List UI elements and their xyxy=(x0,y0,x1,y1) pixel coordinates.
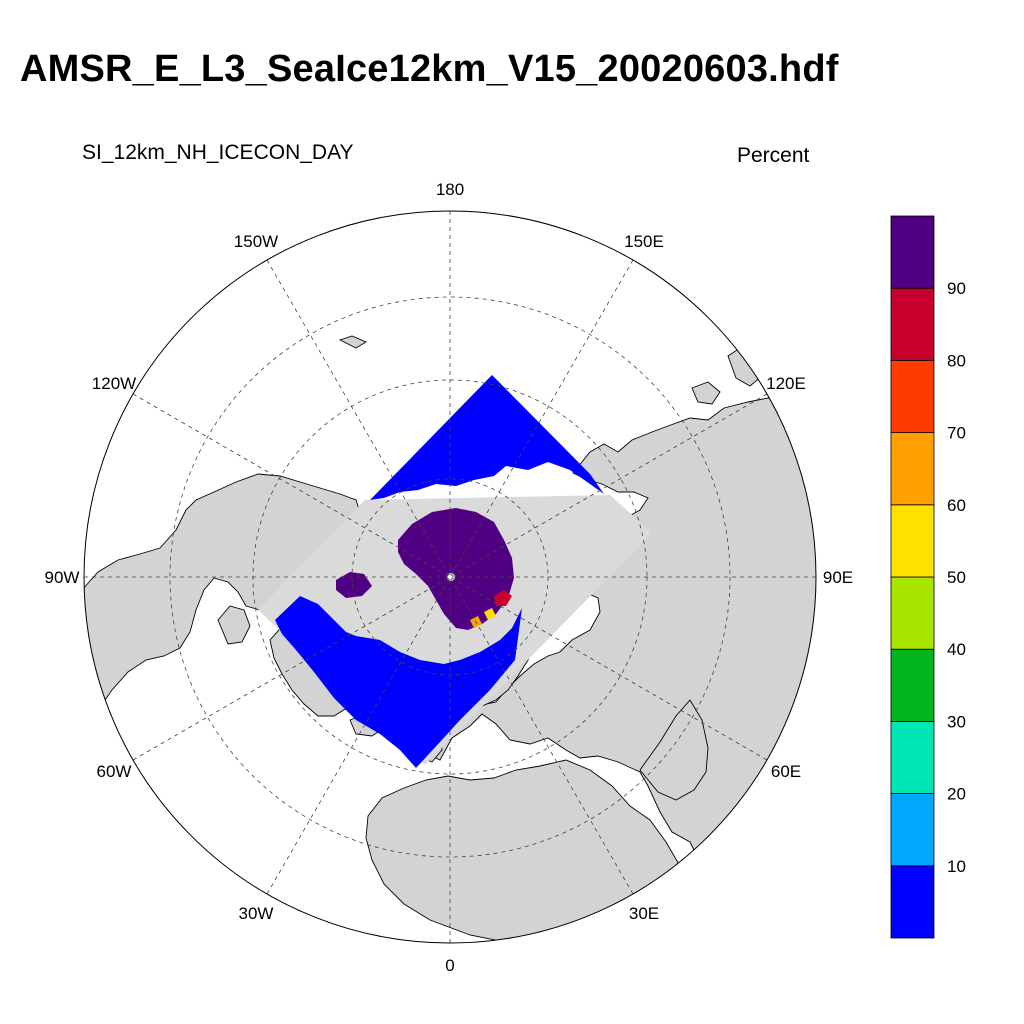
meridian-120 xyxy=(132,393,768,761)
land-wrangel-island xyxy=(338,335,367,349)
longitude-labels: 180 150W 150E 120W 120E 90W 90E 60W 60E 30W 30E 0 xyxy=(45,180,854,975)
longitude-label-30e: 30E xyxy=(629,904,659,923)
colorbar-label-50: 50 xyxy=(947,568,966,587)
sea-ice-margin-yellow xyxy=(484,608,496,620)
land-arabia xyxy=(639,699,709,801)
longitude-label-60w: 60W xyxy=(97,762,132,781)
colorbar-box-4 xyxy=(890,576,935,650)
plot-title: AMSR_E_L3_SeaIce12km_V15_20020603.hdf xyxy=(20,48,839,90)
longitude-label-150w: 150W xyxy=(234,232,278,251)
longitude-label-0: 0 xyxy=(445,956,454,975)
colorbar-box-9 xyxy=(890,215,935,289)
colorbar-label-30: 30 xyxy=(947,712,966,731)
meridian-150 xyxy=(266,259,634,895)
open-water-upper xyxy=(370,375,604,500)
colorbar-label-10: 10 xyxy=(947,857,966,876)
longitude-label-120w: 120W xyxy=(92,374,136,393)
colorbar-label-40: 40 xyxy=(947,640,966,659)
longitude-label-90w: 90W xyxy=(45,568,80,587)
open-water-lower xyxy=(275,596,522,768)
colorbar-box-2 xyxy=(890,721,935,795)
map-disc xyxy=(84,211,816,943)
colorbar-label-90: 90 xyxy=(947,279,966,298)
units-label: Percent xyxy=(737,144,810,167)
meridian-60 xyxy=(132,393,768,761)
map-border xyxy=(83,210,817,944)
parallel-60n xyxy=(169,296,731,858)
sea-ice-baffin xyxy=(336,572,372,598)
longitude-label-90e: 90E xyxy=(823,568,853,587)
longitude-label-150e: 150E xyxy=(624,232,664,251)
colorbar-box-8 xyxy=(890,287,935,361)
ice-concentration-field xyxy=(275,375,604,768)
colorbar-label-70: 70 xyxy=(947,424,966,443)
colorbar-label-20: 20 xyxy=(947,785,966,804)
graticule xyxy=(84,211,816,943)
colorbar-label-80: 80 xyxy=(947,351,966,370)
colorbar-box-1 xyxy=(890,793,935,867)
meridian-30 xyxy=(266,259,634,895)
sea-ice-margin xyxy=(494,590,512,606)
colorbar-box-5 xyxy=(890,504,935,578)
land-japan xyxy=(691,381,721,405)
longitude-label-60e: 60E xyxy=(771,762,801,781)
colorbar-box-3 xyxy=(890,648,935,722)
colorbar-box-6 xyxy=(890,432,935,506)
colorbar-box-0 xyxy=(890,865,935,939)
longitude-label-30w: 30W xyxy=(239,904,274,923)
longitude-label-180: 180 xyxy=(436,180,464,199)
colorbar-label-60: 60 xyxy=(947,496,966,515)
variable-name: SI_12km_NH_ICECON_DAY xyxy=(82,141,354,164)
longitude-label-120e: 120E xyxy=(766,374,806,393)
sea-ice-pack xyxy=(398,508,514,630)
colorbar: 10 20 30 40 50 60 70 80 90 xyxy=(890,215,966,939)
land-baffin-island xyxy=(217,605,251,645)
colorbar-box-7 xyxy=(890,359,935,433)
